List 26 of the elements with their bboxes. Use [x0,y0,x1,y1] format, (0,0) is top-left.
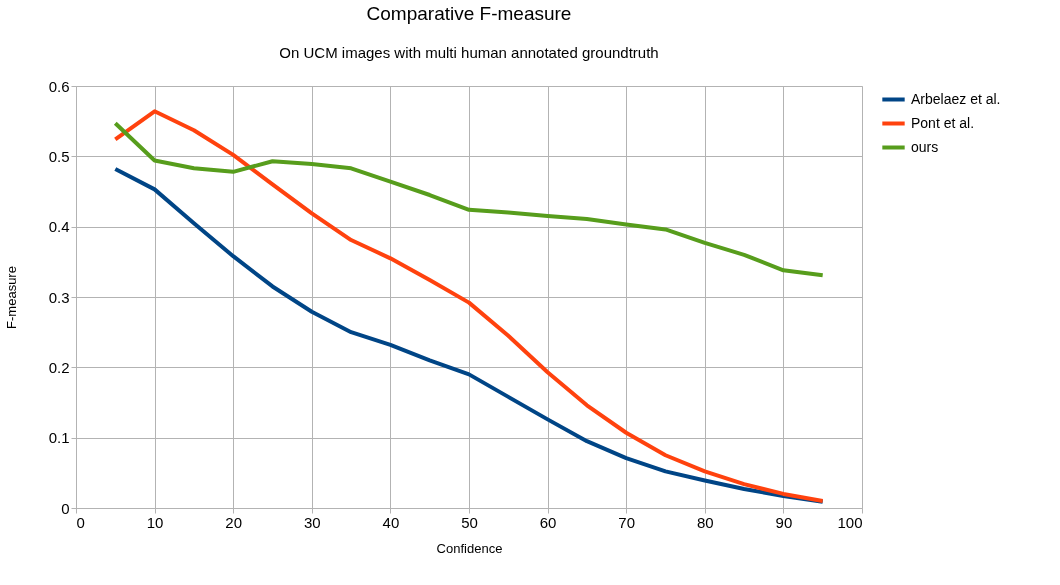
x-axis-title: Confidence [436,540,503,556]
chart-subtitle: On UCM images with multi human annotated groundtruth [279,44,659,61]
y-tick-label: 0.5 [48,147,70,165]
x-tick-label: 10 [146,513,164,531]
legend-label: Pont et al. [911,114,975,131]
y-tick-label: 0.6 [48,77,70,95]
x-tick-label: 90 [775,513,793,531]
y-tick-label: 0 [61,499,70,517]
legend-label: ours [911,138,939,155]
x-tick-label: 70 [618,513,636,531]
x-tick-label: 50 [461,513,478,531]
x-tick-label: 30 [303,513,321,531]
x-tick-label: 80 [696,513,714,531]
x-tick-label: 20 [225,513,243,531]
x-tick-label: 100 [837,513,863,531]
y-axis-title: F-measure [3,266,19,329]
legend-label: Arbelaez et al. [911,90,1001,107]
y-tick-label: 0.4 [48,218,70,236]
x-tick-label: 60 [539,513,557,531]
chart-title: Comparative F-measure [366,3,572,24]
line-series [113,121,825,278]
y-tick-label: 0.1 [48,429,70,447]
x-tick-label: 0 [76,513,85,531]
y-tick-label: 0.2 [48,358,70,376]
y-tick-label: 0.3 [48,288,70,306]
x-tick-label: 40 [382,513,400,531]
